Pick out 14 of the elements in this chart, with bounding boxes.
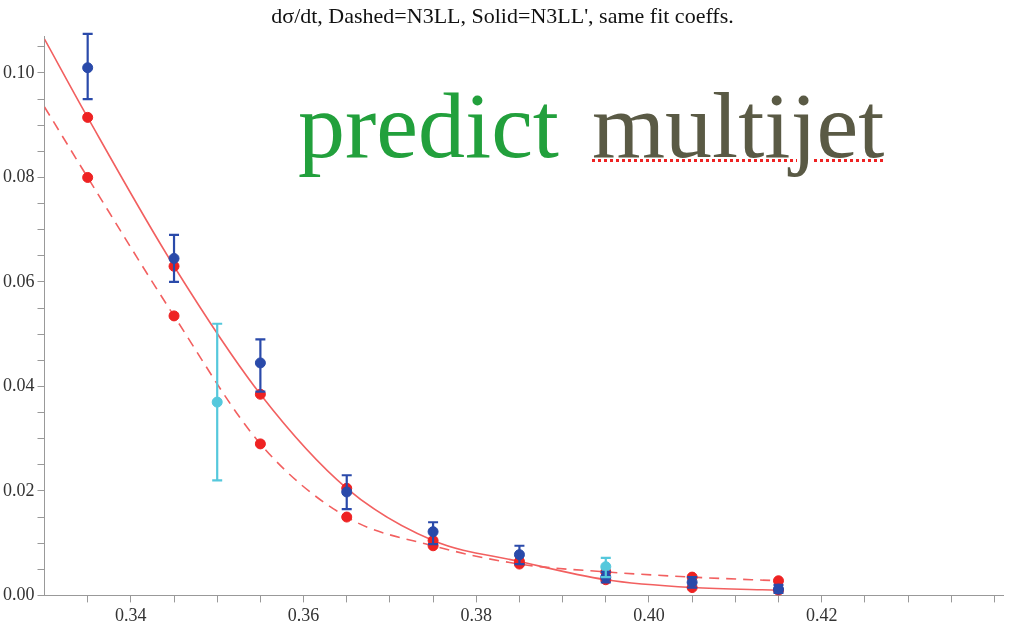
y-tick-label: 0.10 [3, 61, 35, 82]
y-tick-label: 0.04 [3, 375, 35, 396]
y-tick-label: 0.00 [3, 584, 35, 605]
y-tick-label: 0.08 [3, 166, 35, 187]
annotation: multijet [592, 73, 885, 177]
y-tick-label: 0.06 [3, 270, 35, 291]
annotation: predict [298, 73, 559, 177]
x-tick-label: 0.42 [805, 604, 838, 625]
x-tick-label: 0.38 [460, 604, 493, 625]
chart-title: dσ/dt, Dashed=N3LL, Solid=N3LL', same fit coeffs. [271, 2, 734, 28]
x-tick-label: 0.36 [287, 604, 320, 625]
y-tick-label: 0.02 [3, 479, 35, 500]
x-tick-label: 0.40 [633, 604, 665, 625]
x-tick-label: 0.34 [115, 604, 147, 625]
